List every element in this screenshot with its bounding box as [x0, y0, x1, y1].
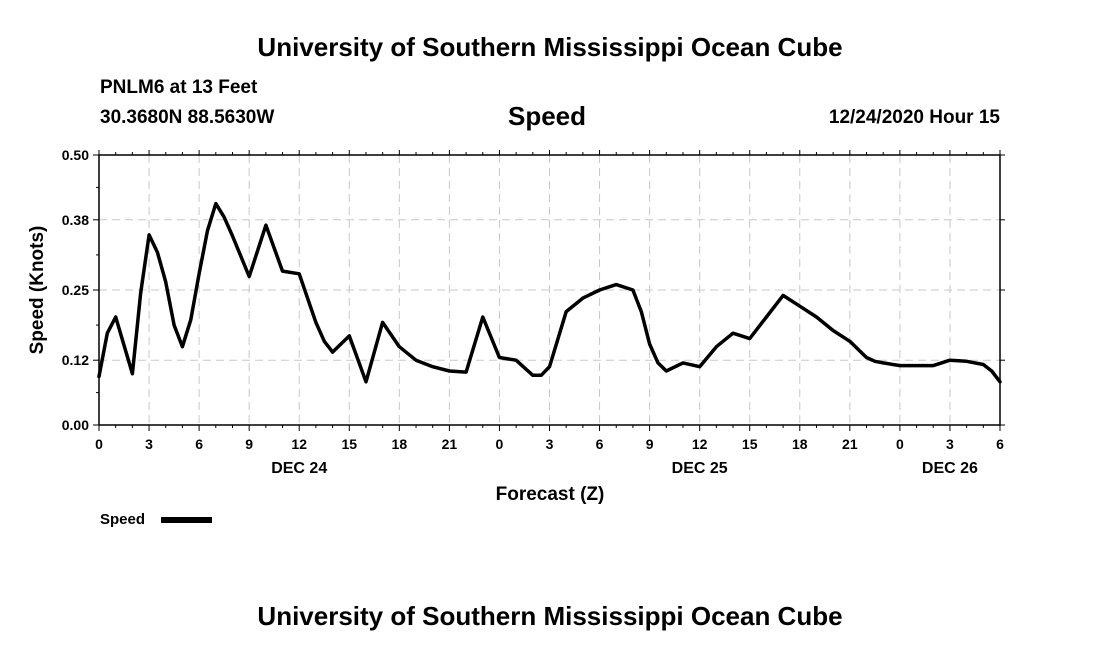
chart-tick-labels: 0.00 0.12 0.25 0.38 0.50 0 3 6 9 12 15 18 21 0 3 6 9 12 15… [62, 147, 1004, 477]
legend-label: Speed [100, 511, 145, 528]
x-tick-label: 6 [996, 436, 1004, 452]
x-tick-label: 0 [896, 436, 904, 452]
x-tick-label: 6 [195, 436, 203, 452]
coordinates-label: 30.3680N 88.5630W [100, 107, 275, 128]
chart-ticks [93, 150, 1005, 431]
x-tick-label: 18 [392, 436, 408, 452]
x-tick-label: 18 [792, 436, 808, 452]
x-tick-label: 12 [291, 436, 307, 452]
x-tick-label: 3 [145, 436, 153, 452]
x-tick-label: 21 [442, 436, 458, 452]
y-tick-label: 0.38 [62, 212, 89, 228]
x-tick-label: 15 [742, 436, 758, 452]
station-label: PNLM6 at 13 Feet [100, 77, 258, 98]
chart-title: Speed [508, 101, 587, 131]
chart-grid [99, 155, 1000, 425]
datetime-label: 12/24/2020 Hour 15 [828, 107, 1000, 128]
x-tick-label: 3 [946, 436, 954, 452]
x-tick-label: 12 [692, 436, 708, 452]
y-tick-label: 0.12 [62, 352, 89, 368]
x-tick-label: 6 [596, 436, 604, 452]
x-tick-label: 15 [341, 436, 357, 452]
day-label: DEC 24 [271, 460, 327, 477]
speed-series-line [97, 201, 1002, 384]
day-label: DEC 26 [922, 460, 978, 477]
y-tick-label: 0.00 [62, 417, 89, 433]
x-tick-label: 0 [95, 436, 103, 452]
x-tick-label: 3 [546, 436, 554, 452]
x-tick-label: 0 [496, 436, 504, 452]
top-title: University of Southern Mississippi Ocean… [257, 32, 843, 62]
y-tick-label: 0.25 [62, 282, 89, 298]
day-label: DEC 25 [672, 460, 728, 477]
y-tick-label: 0.50 [62, 147, 89, 163]
x-tick-label: 9 [646, 436, 654, 452]
y-axis-label: Speed (Knots) [27, 226, 48, 355]
x-tick-label: 9 [245, 436, 253, 452]
x-axis-label: Forecast (Z) [496, 484, 605, 505]
bottom-title: University of Southern Mississippi Ocean… [257, 601, 843, 631]
x-tick-label: 21 [842, 436, 858, 452]
